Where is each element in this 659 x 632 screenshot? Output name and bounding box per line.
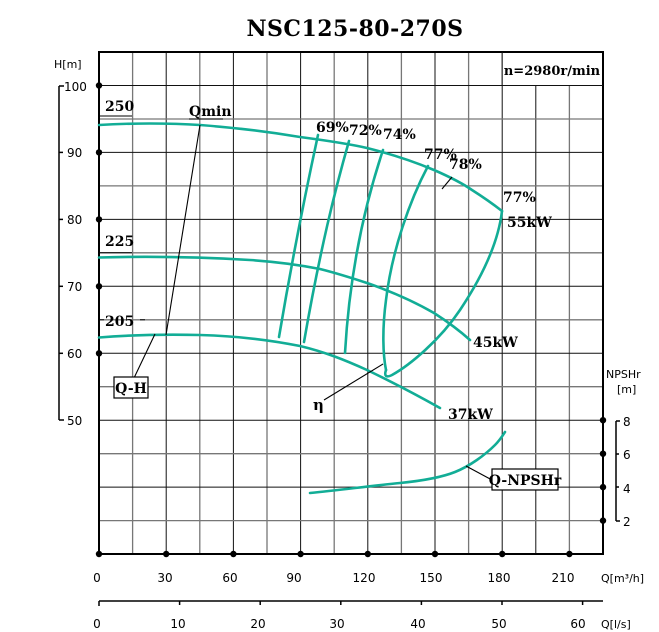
qh-curve-225 bbox=[97, 255, 472, 342]
qh-curves bbox=[97, 122, 504, 410]
eff-72-label: 72% bbox=[349, 123, 382, 139]
qmin-annotation: Qmin bbox=[165, 104, 232, 336]
svg-text:10: 10 bbox=[170, 617, 185, 631]
qh-box-label: Q-H bbox=[115, 381, 147, 397]
efficiency-labels: 69% 72% 74% 77% 78% 77% bbox=[316, 120, 536, 206]
npsh-tick-2: 2 bbox=[623, 515, 631, 529]
h-tick-60: 60 bbox=[67, 347, 82, 361]
efficiency-curves bbox=[277, 133, 504, 378]
npsh-leader bbox=[465, 465, 493, 481]
svg-text:40: 40 bbox=[410, 617, 425, 631]
plot-frame bbox=[98, 51, 604, 555]
impeller-205-label: 205 bbox=[105, 314, 134, 330]
svg-text:90: 90 bbox=[286, 571, 301, 585]
svg-text:210: 210 bbox=[552, 571, 575, 585]
eta-annotation: η bbox=[313, 363, 384, 414]
q-axis-dots bbox=[95, 550, 573, 558]
chart-title: NSC125-80-270S bbox=[246, 16, 463, 42]
eff-69-label: 69% bbox=[316, 120, 349, 136]
qh-annotation: Q-H bbox=[113, 333, 156, 399]
power-45kw-label: 45kW bbox=[473, 335, 518, 351]
q-ls-axis: 0 10 20 30 40 50 60 Q[l/s] bbox=[93, 600, 631, 631]
eff-78-leader bbox=[441, 176, 453, 190]
qh-leader bbox=[133, 333, 156, 379]
npsh-axis-unit: [m] bbox=[617, 383, 636, 396]
h-tick-100: 100 bbox=[64, 80, 87, 94]
speed-label: n=2980r/min bbox=[504, 64, 601, 79]
svg-text:50: 50 bbox=[491, 617, 506, 631]
svg-text:180: 180 bbox=[488, 571, 511, 585]
npsh-axis-dots bbox=[599, 417, 607, 524]
eff-69-line bbox=[277, 133, 320, 339]
h-axis-name: H[m] bbox=[54, 58, 82, 71]
svg-text:0: 0 bbox=[93, 571, 101, 585]
h-tick-90: 90 bbox=[67, 146, 82, 160]
npsh-axis: NPSHr [m] 8 6 4 2 bbox=[606, 368, 641, 529]
q-m3h-axis: 0 30 60 90 120 150 180 210 Q[m³/h] bbox=[93, 571, 644, 585]
impeller-labels: 250 225 205 bbox=[99, 99, 145, 330]
npsh-tick-4: 4 bbox=[623, 482, 631, 496]
eta-label: η bbox=[313, 396, 324, 414]
qmin-leader bbox=[165, 124, 201, 336]
h-tick-70: 70 bbox=[67, 280, 82, 294]
eta-leader bbox=[323, 363, 384, 401]
npsh-tick-8: 8 bbox=[623, 415, 631, 429]
npsh-curve bbox=[308, 430, 507, 495]
svg-text:20: 20 bbox=[250, 617, 265, 631]
eff-78-label: 78% bbox=[449, 157, 482, 173]
power-37kw-label: 37kW bbox=[448, 407, 493, 423]
npsh-box-label: Q-NPSHr bbox=[489, 473, 562, 489]
grid bbox=[99, 52, 603, 554]
eff-77a-label: 77% bbox=[424, 147, 457, 163]
h-tick-80: 80 bbox=[67, 213, 82, 227]
eff-74-line bbox=[343, 148, 385, 355]
eff-77b-label: 77% bbox=[503, 190, 536, 206]
svg-text:30: 30 bbox=[329, 617, 344, 631]
qmin-label: Qmin bbox=[189, 104, 232, 120]
impeller-250-label: 250 bbox=[105, 99, 134, 115]
svg-text:60: 60 bbox=[222, 571, 237, 585]
eff-77-outer-line bbox=[383, 209, 504, 378]
npsh-tick-6: 6 bbox=[623, 448, 631, 462]
svg-text:30: 30 bbox=[157, 571, 172, 585]
impeller-225-label: 225 bbox=[105, 234, 134, 250]
npsh-axis-name: NPSHr bbox=[606, 368, 641, 381]
q-ls-axis-name: Q[l/s] bbox=[601, 618, 631, 631]
h-axis-dots bbox=[95, 82, 103, 357]
q-m3h-axis-name: Q[m³/h] bbox=[601, 572, 644, 585]
eff-74-label: 74% bbox=[383, 127, 416, 143]
svg-text:120: 120 bbox=[353, 571, 376, 585]
h-axis: H[m] 100 90 80 70 60 50 bbox=[54, 58, 87, 428]
qh-curve-250 bbox=[97, 122, 504, 213]
power-55kw-label: 55kW bbox=[507, 215, 552, 231]
npsh-annotation: Q-NPSHr bbox=[465, 465, 562, 491]
svg-text:150: 150 bbox=[420, 571, 443, 585]
h-tick-50: 50 bbox=[67, 414, 82, 428]
qh-curve-205 bbox=[97, 333, 442, 410]
svg-text:60: 60 bbox=[570, 617, 585, 631]
power-labels: 55kW 45kW 37kW bbox=[448, 215, 552, 423]
eff-77-line bbox=[382, 164, 430, 372]
eff-72-line bbox=[302, 139, 351, 344]
svg-text:0: 0 bbox=[93, 617, 101, 631]
